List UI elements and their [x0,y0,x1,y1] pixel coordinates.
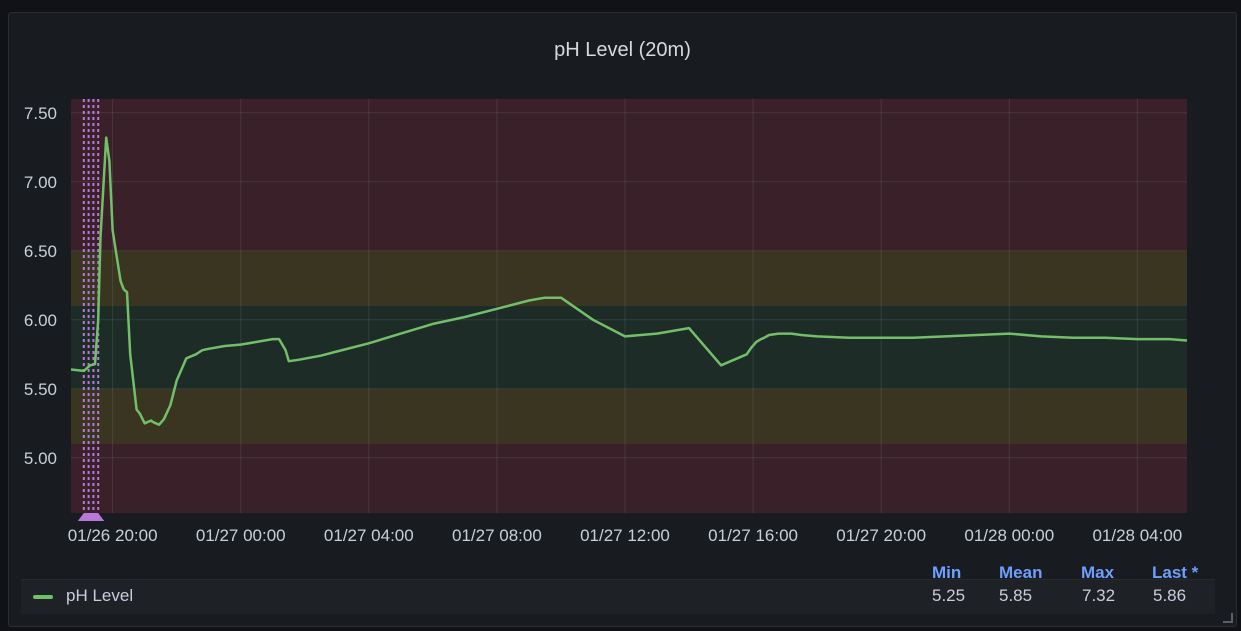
series-line-0[interactable] [70,136,1188,426]
threshold-band-1 [71,388,1187,444]
legend-header-min[interactable]: Min [932,563,962,582]
legend-header-last[interactable]: Last * [1152,563,1199,582]
x-tick-label-4: 01/27 12:00 [580,526,670,545]
x-tick-label-6: 01/27 20:00 [836,526,926,545]
y-tick-label-3: 6.50 [24,242,57,261]
legend-mean-value: 5.85 [999,586,1033,605]
threshold-band-4 [71,99,1187,251]
panel-title[interactable]: pH Level (20m) [554,39,691,61]
x-tick-label-0: 01/26 20:00 [68,526,158,545]
x-tick-label-1: 01/27 00:00 [196,526,286,545]
legend-series-name[interactable]: pH Level [66,586,134,605]
y-tick-label-1: 5.50 [24,380,57,399]
legend-header-mean[interactable]: Mean [999,563,1043,582]
series-color-swatch[interactable] [33,595,53,599]
legend-last-value: 5.86 [1153,586,1187,605]
x-tick-label-5: 01/27 16:00 [708,526,798,545]
x-tick-label-8: 01/28 04:00 [1092,526,1182,545]
legend-series-row[interactable]: pH Level 5.25 5.85 7.32 5.86 [21,579,1215,614]
threshold-band-2 [71,306,1187,389]
threshold-band-0 [71,444,1187,513]
legend-min-value: 5.25 [932,586,966,605]
x-tick-label-2: 01/27 04:00 [324,526,414,545]
threshold-band-3 [71,250,1187,306]
x-tick-label-3: 01/27 08:00 [452,526,542,545]
x-tick-label-7: 01/28 00:00 [964,526,1054,545]
y-tick-label-5: 7.50 [24,104,57,123]
resize-handle-icon[interactable] [1223,613,1233,623]
annotation-marker[interactable] [77,513,105,521]
y-tick-label-4: 7.00 [24,173,57,192]
legend-header-max[interactable]: Max [1081,563,1115,582]
legend-max-value: 7.32 [1082,586,1116,605]
y-tick-label-0: 5.00 [24,449,57,468]
y-tick-label-2: 6.00 [24,311,57,330]
